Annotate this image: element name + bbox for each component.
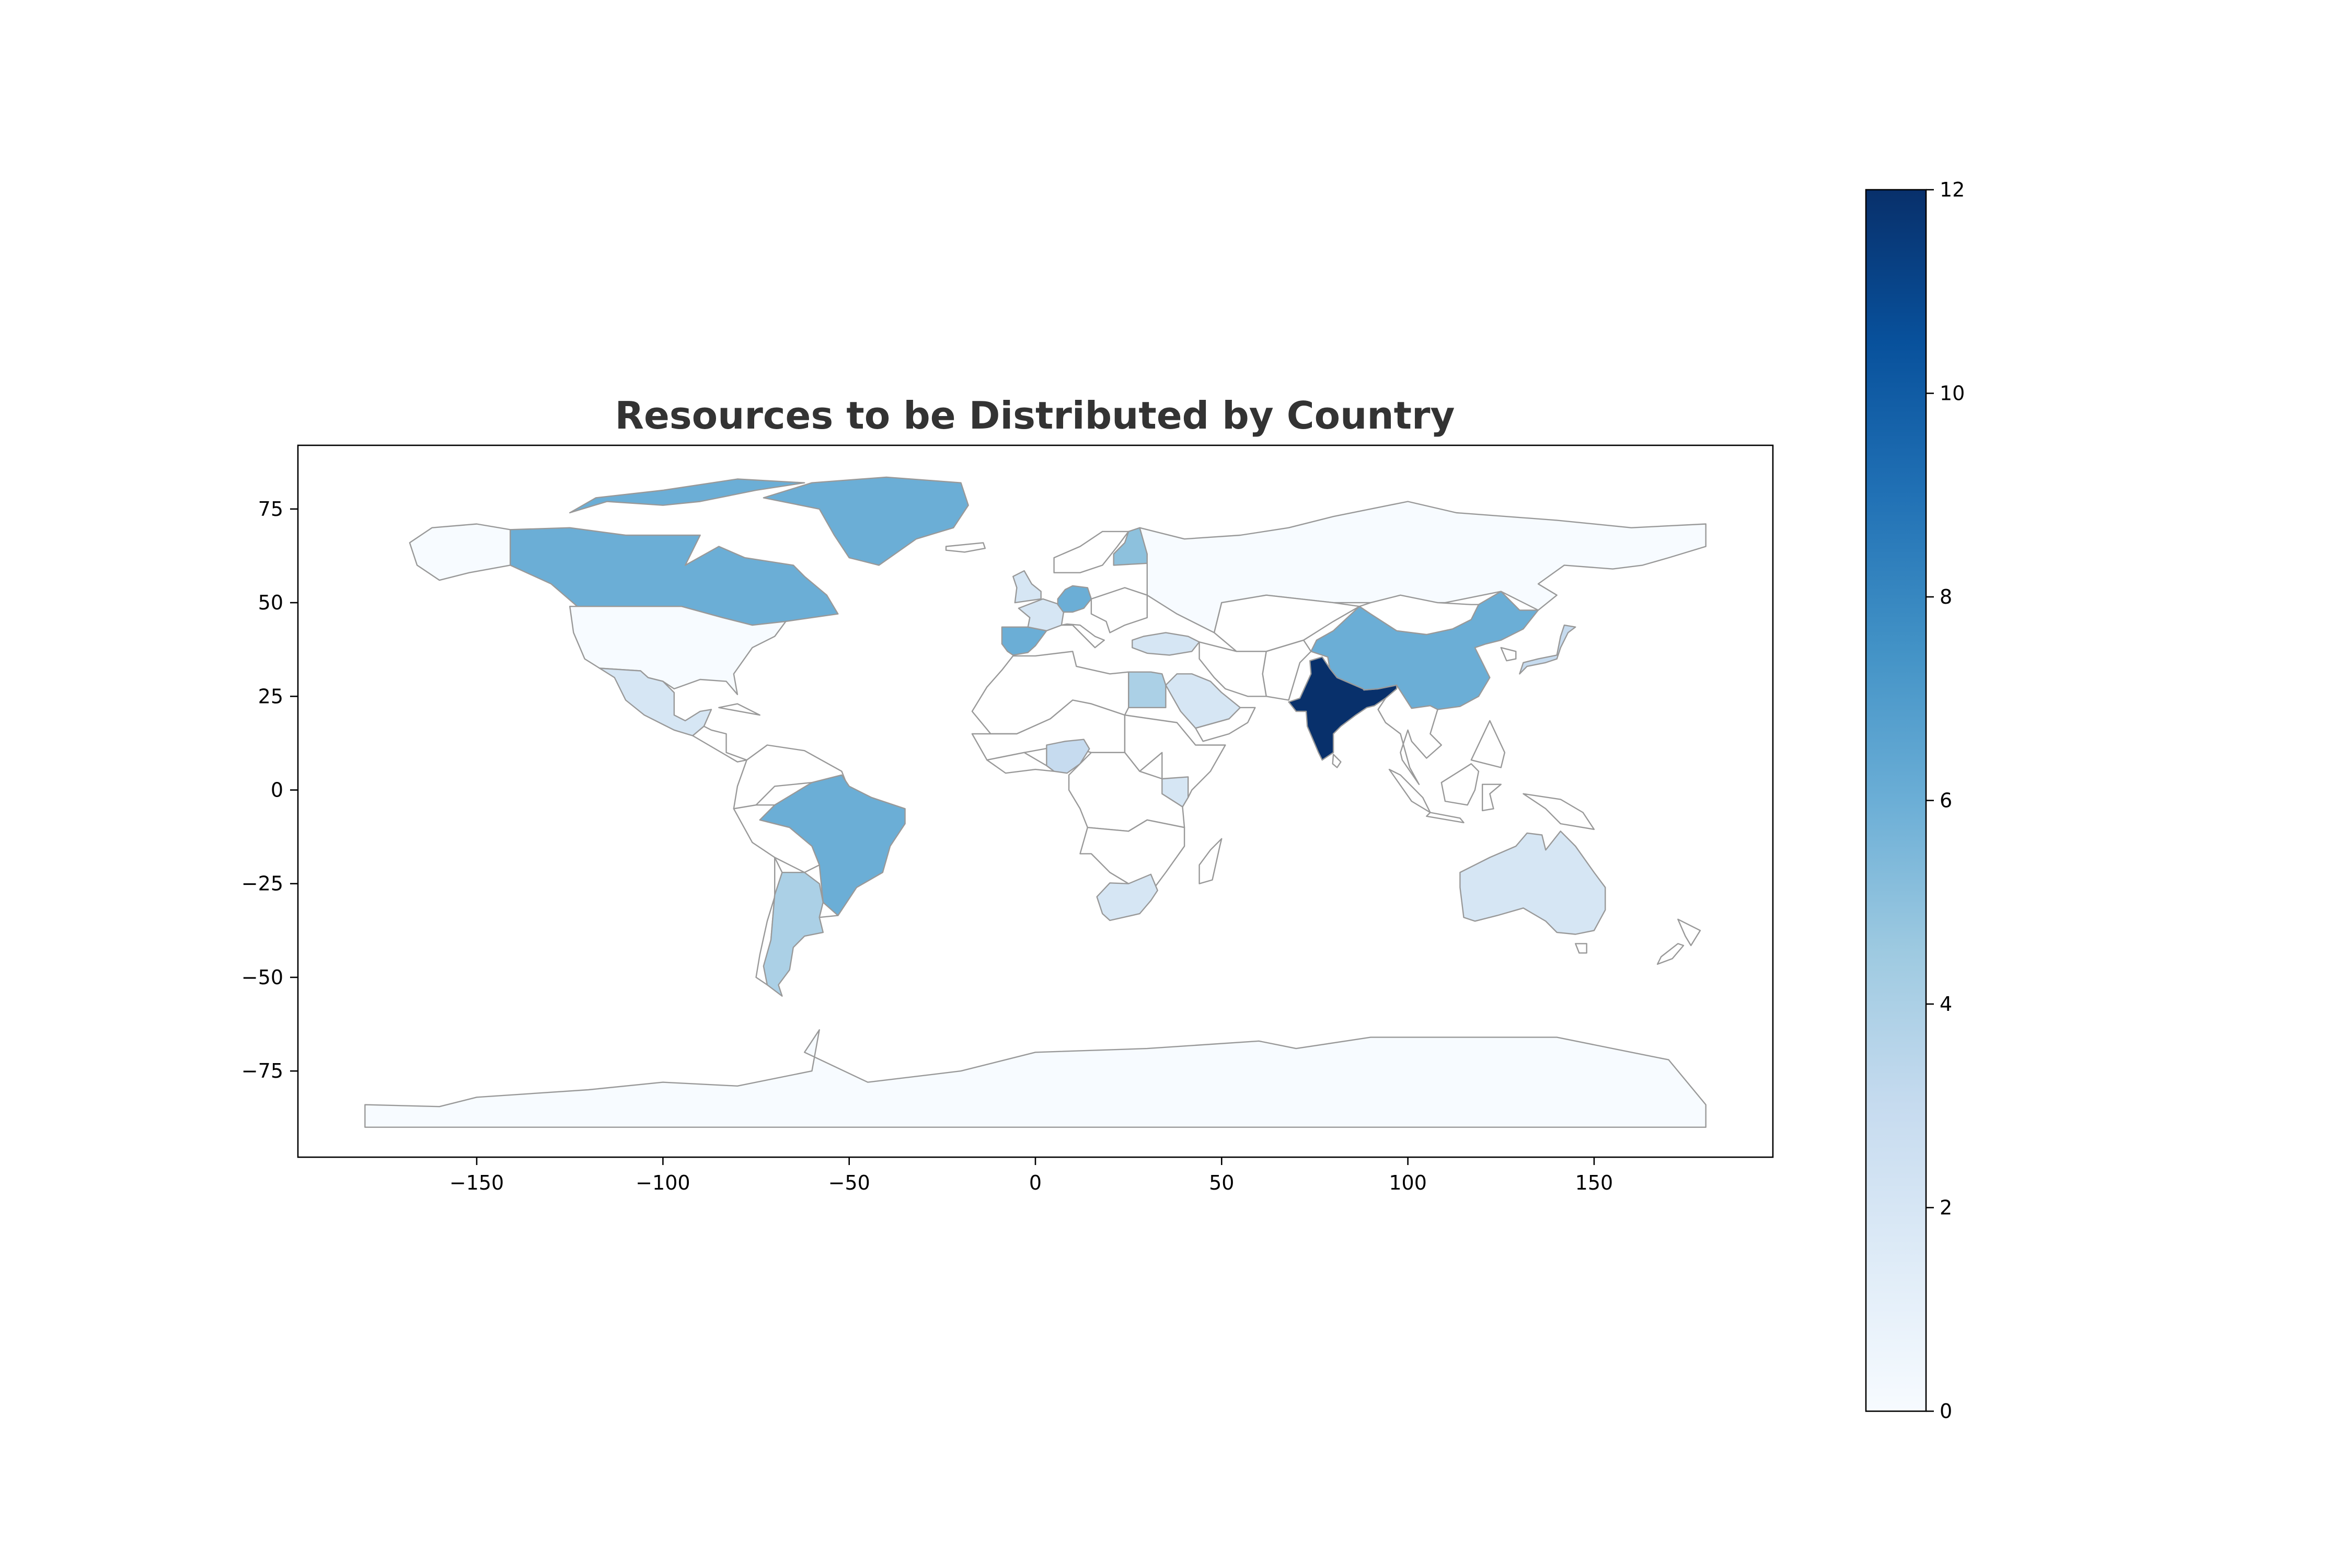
x-tick-label: −150: [449, 1171, 504, 1194]
region-other: [1575, 943, 1587, 954]
region-other: [1500, 647, 1517, 662]
region-other: [1090, 587, 1148, 633]
region-other: [1262, 639, 1312, 701]
region-other: [1482, 783, 1502, 812]
y-tick-label: −50: [241, 966, 283, 989]
region-saudi-arabia: [1165, 673, 1241, 729]
region-other: [1656, 943, 1685, 965]
x-tick-label: −100: [636, 1171, 690, 1194]
x-tick-label: 100: [1389, 1171, 1427, 1194]
region-australia: [1459, 831, 1606, 935]
region-other: [818, 902, 839, 918]
y-tick-label: 50: [258, 591, 283, 614]
x-axis: −150 −100 −50 0 50 100 150: [449, 1157, 1613, 1194]
colorbar-tick-label: 2: [1940, 1196, 1952, 1219]
region-mexico: [599, 667, 712, 736]
region-other: [1068, 752, 1185, 832]
colorbar-tick-label: 6: [1940, 789, 1952, 812]
region-other: [733, 804, 820, 873]
colorbar-tick-label: 12: [1940, 178, 1965, 201]
region-united-kingdom: [1012, 570, 1042, 604]
region-other: [1079, 819, 1185, 889]
colorbar-tick-label: 10: [1940, 382, 1965, 405]
region-south-africa: [1096, 873, 1158, 921]
region-spain: [1001, 626, 1047, 656]
region-other: [986, 752, 1055, 774]
region-antarctica: [364, 1029, 1707, 1128]
colorbar: [1865, 189, 1927, 1412]
region-other: [1470, 720, 1506, 768]
region-other: [1358, 594, 1480, 636]
region-other: [1332, 754, 1342, 768]
region-other: [1388, 768, 1431, 813]
y-tick-label: −25: [241, 872, 283, 895]
region-other: [718, 703, 760, 716]
region-other: [1195, 707, 1256, 742]
region-other: [1053, 531, 1129, 573]
x-tick-label: 50: [1209, 1171, 1234, 1194]
region-other: [945, 542, 986, 553]
colorbar-axis: 0 2 4 6 8 10 12: [1926, 178, 1965, 1423]
y-tick-label: 0: [271, 778, 283, 801]
region-other: [1426, 812, 1465, 824]
y-tick-label: −75: [241, 1059, 283, 1082]
region-egypt: [1128, 671, 1167, 708]
map-layer: [364, 476, 1707, 1128]
colorbar-tick-label: 8: [1940, 585, 1952, 608]
region-other: [1198, 838, 1223, 884]
x-tick-label: −50: [828, 1171, 870, 1194]
colorbar-tick-label: 0: [1940, 1400, 1952, 1423]
region-germany: [1057, 585, 1092, 613]
region-argentina: [763, 872, 824, 997]
region-canada: [569, 478, 805, 514]
region-united-states: [409, 523, 511, 581]
region-other: [1377, 684, 1442, 785]
y-tick-label: 75: [258, 498, 283, 521]
x-tick-label: 0: [1029, 1171, 1042, 1194]
region-greenland: [763, 476, 969, 566]
region-other: [692, 725, 747, 763]
x-tick-label: 150: [1575, 1171, 1613, 1194]
y-axis: 75 50 25 0 −25 −50 −75: [241, 498, 298, 1082]
region-turkey: [1132, 632, 1200, 656]
region-other: [1677, 918, 1701, 947]
region-other: [1523, 793, 1595, 830]
map-title: Resources to be Distributed by Country: [615, 394, 1455, 437]
region-other: [1440, 763, 1480, 806]
region-japan: [1519, 624, 1576, 675]
y-tick-label: 25: [258, 685, 283, 708]
region-other: [1198, 641, 1267, 697]
colorbar-tick-label: 4: [1940, 993, 1952, 1016]
region-other: [1060, 623, 1105, 649]
